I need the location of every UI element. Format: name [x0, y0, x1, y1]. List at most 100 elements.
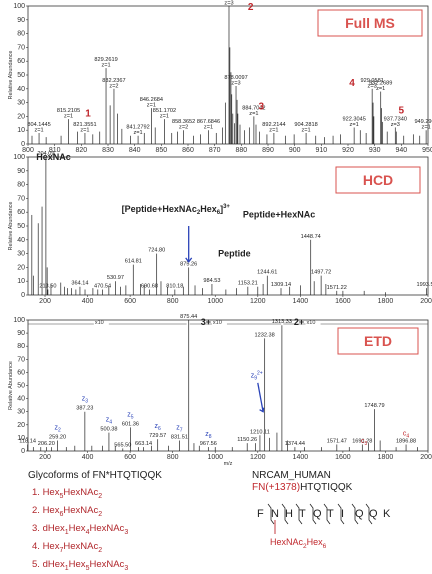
- peak-mz-label: 259.20: [49, 435, 66, 441]
- peak-charge-label: z=1: [350, 122, 359, 128]
- arrow-head: [185, 257, 193, 263]
- x-tick-label: 400: [82, 298, 94, 305]
- peptide-sequence: FN(+1378)HTQTIQQK: [252, 482, 422, 493]
- charge-state-label: 2+: [294, 317, 304, 327]
- ion-label: z8: [205, 431, 212, 440]
- x-tick-label: 200: [39, 298, 51, 305]
- zoom-label: x10: [307, 320, 316, 326]
- peak-mz-label: 867.6846: [197, 119, 220, 125]
- cleavage-mark: [281, 503, 289, 525]
- cleavage-mark: [365, 503, 373, 525]
- peak-mz-label: 118.14: [19, 438, 36, 444]
- y-tick-label: 90: [17, 330, 25, 337]
- y-tick-label: 30: [17, 251, 25, 258]
- y-tick-label: 100: [13, 3, 25, 10]
- peak-annotation: 5: [399, 106, 405, 117]
- peak-mz-label: 601.36: [122, 421, 139, 427]
- residue-letter: Q: [369, 508, 378, 520]
- legend-item: 3. dHex1Hex4HexNAc3: [32, 522, 129, 536]
- cleavage-mark: [323, 503, 331, 525]
- ion-label: z7: [176, 425, 183, 434]
- residue-letter: T: [299, 508, 306, 520]
- x-tick-label: 1600: [335, 454, 351, 461]
- peak-mz-label: 875.3731: [217, 0, 240, 1]
- y-tick-label: 70: [17, 44, 25, 51]
- y-tick-label: 60: [17, 209, 25, 216]
- x-tick-label: 800: [167, 454, 179, 461]
- peak-mz-label: 832.2367: [102, 78, 125, 84]
- cleavage-mark: [337, 503, 345, 525]
- x-tick-label: 900: [289, 147, 301, 154]
- peak-mz-label: 206.20: [38, 441, 55, 447]
- peak-mz-label: 875.44: [180, 314, 197, 320]
- residue-letter: F: [257, 508, 264, 520]
- peak-mz-label: 1448.74: [301, 234, 321, 240]
- residue-letter: Q: [355, 508, 364, 520]
- y-tick-label: 40: [17, 86, 25, 93]
- full-ms-panel: 0 10 20 30 40 50 60 70 80 90 100 800 810 820 830 840 850…: [8, 0, 432, 154]
- peak-charge-label: z=2: [179, 125, 188, 131]
- cleavage-mark: [351, 503, 359, 525]
- x-tick-label: 200: [39, 454, 51, 461]
- peak-mz-label: 213.50: [39, 283, 56, 289]
- legend-item: 4. Hex7HexNAc2: [32, 540, 103, 554]
- peak-mz-label: 967.56: [200, 441, 217, 447]
- x-tick-label: 940: [395, 147, 407, 154]
- peak-mz-label: 724.80: [148, 248, 165, 254]
- panel-badge-box: [317, 9, 423, 37]
- y-tick-label: 50: [17, 72, 25, 79]
- x-tick-label: 1800: [378, 454, 394, 461]
- panel-badge-box: [335, 166, 421, 194]
- peak-mz-label: 1232.38: [255, 332, 275, 338]
- legend-item: 1. Hex5HexNAc2: [32, 487, 103, 500]
- peak-mz-label: 1153.21: [238, 281, 258, 287]
- peak-mz-label: 841.2792: [126, 125, 149, 131]
- peak-annotation: Peptide+HexNAc: [243, 210, 315, 220]
- residue-letter: K: [383, 508, 391, 520]
- x-tick-label: 880: [235, 147, 247, 154]
- peak-mz-label: 530.97: [107, 275, 124, 281]
- x-tick-label: 600: [124, 454, 136, 461]
- residue-letter: I: [341, 508, 344, 520]
- peak-mz-label: 810.18: [166, 283, 183, 289]
- peak-mz-label: 1309.14: [271, 282, 291, 288]
- peak-mz-label: 1896.88: [396, 438, 416, 444]
- y-tick-label: 60: [17, 58, 25, 65]
- x-tick-label: 840: [129, 147, 141, 154]
- y-tick-label: 10: [17, 278, 25, 285]
- peak-mz-label: 821.3551: [73, 122, 96, 128]
- peak-mz-label: 1571.47: [327, 438, 347, 444]
- y-tick-label: 80: [17, 343, 25, 350]
- legend-title: Glycoforms of FN*HTQTIQQK: [28, 470, 162, 481]
- ion-label: c3: [361, 438, 368, 447]
- y-tick-label: 0: [21, 448, 25, 455]
- x-tick-label: 820: [75, 147, 87, 154]
- etd-panel: 0 10 20 30 40 50 60 70 80 90 100 200 400 600 800 1000 12…: [8, 314, 432, 467]
- peak-charge-label: z=1: [133, 130, 142, 136]
- y-tick-label: 0: [21, 292, 25, 299]
- peak-mz-label: 1691.28: [352, 438, 372, 444]
- peak-mz-label: 1244.61: [257, 270, 277, 276]
- zoom-label: x10: [95, 320, 104, 326]
- y-axis-label: Relative Abundance: [8, 51, 14, 100]
- peak-mz-label: 1313.33: [272, 319, 292, 325]
- ion-label: z3: [82, 396, 89, 405]
- peak-mz-label: 815.2105: [57, 108, 80, 114]
- peak-annotation: HexNAc: [36, 152, 71, 162]
- y-tick-label: 100: [13, 317, 25, 324]
- x-tick-label: 1200: [250, 298, 266, 305]
- peak-charge-label: z=2: [109, 83, 118, 89]
- y-tick-label: 80: [17, 182, 25, 189]
- panel-badge-label: Full MS: [345, 15, 395, 31]
- y-tick-label: 20: [17, 422, 25, 429]
- peak-mz-label: 875.26: [180, 261, 197, 267]
- peak-mz-label: 470.54: [94, 283, 111, 289]
- y-tick-label: 0: [21, 141, 25, 148]
- x-tick-label: 2000: [420, 298, 432, 305]
- x-tick-label: 2000: [420, 454, 432, 461]
- glycosite-label: FN(+1378): [252, 482, 301, 493]
- x-tick-label: 400: [82, 454, 94, 461]
- peak-annotation: 4: [349, 78, 355, 89]
- panel-badge-box: [337, 327, 419, 355]
- peak-mz-label: 565.50: [114, 442, 131, 448]
